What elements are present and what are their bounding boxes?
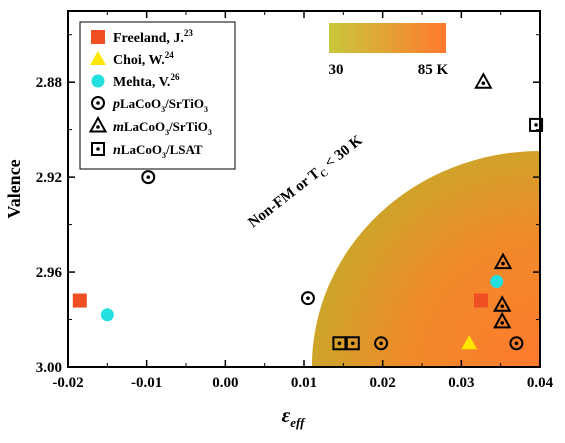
- legend-marker: [88, 115, 108, 133]
- data-point: [493, 295, 512, 312]
- legend-marker: [91, 30, 105, 44]
- legend-marker: [91, 142, 105, 156]
- legend-label: nLaCoO3/LSAT: [113, 142, 203, 160]
- data-point: [474, 72, 493, 89]
- legend-label: pLaCoO3/SrTiO3: [112, 96, 208, 114]
- data-points: [72, 72, 544, 351]
- legend-label: Choi, W.24: [113, 50, 174, 68]
- x-tick-label: -0.02: [52, 375, 83, 391]
- x-tick-label: 0.02: [370, 375, 396, 391]
- legend-marker: [91, 74, 105, 88]
- colorbar: [329, 23, 446, 53]
- non-fm-region: [311, 151, 540, 367]
- x-tick-label: 0.00: [212, 375, 238, 391]
- legend: Freeland, J.23 Choi, W.24 Mehta, V.26 pLaCo…: [88, 28, 212, 160]
- x-tick-labels: -0.02 -0.01 0.00 0.01 0.02 0.03 0.04: [52, 375, 553, 391]
- data-point: [490, 275, 504, 289]
- legend-marker: [90, 51, 106, 65]
- x-tick-label: -0.01: [131, 375, 162, 391]
- data-point: [300, 291, 315, 306]
- y-tick-label: 3.00: [36, 360, 62, 376]
- data-point: [529, 117, 544, 132]
- y-tick-labels: 2.88 2.92 2.96 3.00: [36, 75, 63, 376]
- colorbar-max-label: 85 K: [418, 62, 449, 78]
- data-point: [493, 311, 512, 329]
- legend-label: Mehta, V.26: [113, 72, 180, 90]
- x-tick-label: 0.03: [448, 375, 474, 391]
- colorbar-min-label: 30: [329, 62, 344, 78]
- data-point: [332, 336, 347, 351]
- data-point: [72, 293, 87, 308]
- data-point: [345, 336, 360, 351]
- legend-label: mLaCoO3/SrTiO3: [113, 119, 212, 137]
- region-label: Non-FM or TC < 30 K: [246, 132, 368, 233]
- legend-marker: [91, 96, 105, 110]
- y-tick-label: 2.88: [36, 75, 62, 91]
- data-point: [493, 252, 513, 270]
- axis-ticks: [67, 11, 541, 368]
- data-point: [374, 336, 389, 351]
- data-point: [461, 335, 478, 350]
- y-tick-label: 2.92: [36, 170, 62, 186]
- legend-label: Freeland, J.23: [113, 28, 193, 46]
- x-tick-label: 0.01: [291, 375, 317, 391]
- data-point: [141, 170, 156, 185]
- y-tick-label: 2.96: [36, 265, 63, 281]
- x-tick-label: 0.04: [527, 375, 554, 391]
- data-point: [474, 293, 488, 308]
- data-point: [100, 308, 114, 322]
- y-axis-title: Valence: [4, 159, 24, 218]
- data-point: [509, 336, 524, 351]
- x-axis-title: εeff: [282, 403, 306, 430]
- legend-box: [79, 21, 236, 170]
